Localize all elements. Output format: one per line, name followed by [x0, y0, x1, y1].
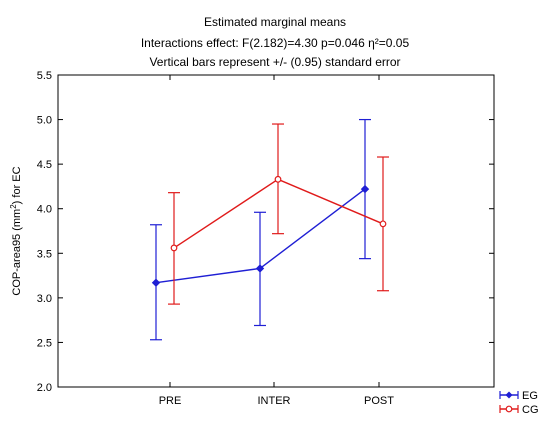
legend-item-cg: CG	[499, 404, 539, 416]
chart-subtitle-error-bars: Vertical bars represent +/- (0.95) stand…	[149, 55, 401, 69]
data-point	[170, 244, 178, 252]
x-tick-label: INTER	[258, 395, 291, 407]
data-point	[255, 264, 265, 273]
x-axis: PRE INTER POST	[159, 75, 394, 407]
legend-item-eg: EG	[499, 390, 538, 402]
plot-border	[57, 74, 495, 388]
x-tick-label: POST	[364, 395, 394, 407]
legend-label: EG	[522, 390, 538, 402]
series-layer	[150, 118, 389, 341]
y-axis-label: COP-area95 (mm2) for EC	[9, 166, 24, 295]
data-point	[151, 278, 161, 287]
series-cg	[168, 123, 389, 305]
y-tick-label: 2.5	[37, 337, 52, 349]
data-point	[360, 184, 370, 194]
plot-frame	[57, 74, 495, 388]
chart-subtitle-interaction: Interactions effect: F(2.182)=4.30 p=0.0…	[140, 36, 410, 50]
legend-label: CG	[522, 404, 539, 416]
y-axis-label-prefix: COP-area95 (mm	[11, 209, 23, 296]
data-point	[274, 175, 282, 183]
y-tick-label: 3.5	[37, 248, 52, 260]
y-tick-label: 4.0	[37, 204, 52, 216]
data-point	[379, 220, 387, 228]
y-axis-label-superscript: 2	[9, 204, 18, 209]
legend-marker	[505, 391, 513, 399]
legend-marker	[505, 405, 513, 413]
chart-title: Estimated marginal means	[203, 15, 347, 29]
y-tick-label: 4.5	[37, 159, 52, 171]
y-tick-label: 5.5	[37, 70, 52, 82]
y-axis: 2.0 2.5 3.0 3.5 4.0 4.5 5.0 5.5	[37, 70, 494, 394]
y-tick-label: 2.0	[37, 382, 52, 394]
y-tick-label: 5.0	[37, 115, 52, 127]
y-tick-label: 3.0	[37, 293, 52, 305]
legend: EG CG	[499, 390, 539, 416]
series-eg	[150, 118, 371, 341]
x-tick-label: PRE	[159, 395, 182, 407]
y-axis-label-suffix: ) for EC	[11, 166, 23, 204]
